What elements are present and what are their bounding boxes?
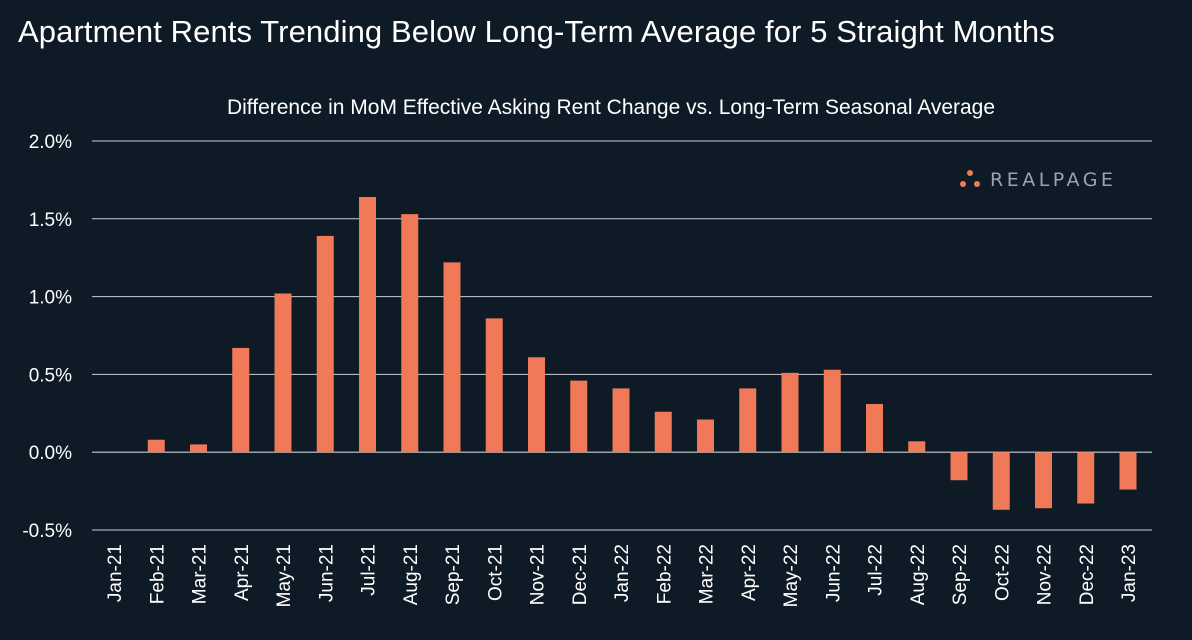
- bar: [147, 439, 165, 453]
- x-axis-tick-labels: Jan-21 Feb-21 Mar-21 Apr-21 May-21 Jun-21 Jul-…: [105, 544, 1140, 607]
- bar: [359, 197, 376, 453]
- x-tick-label: Apr-21: [232, 544, 253, 601]
- x-tick-label: Jul-21: [359, 544, 380, 596]
- bar: [485, 318, 503, 453]
- x-tick-label: May-22: [781, 544, 802, 607]
- bars: [147, 197, 1137, 510]
- y-tick-label: 1.0%: [29, 288, 72, 309]
- bar: [1035, 452, 1052, 509]
- x-tick-label: Feb-22: [654, 544, 675, 604]
- bar: [1119, 452, 1137, 490]
- realpage-logo: REALPAGE: [958, 169, 1116, 191]
- x-tick-label: Dec-21: [570, 544, 591, 605]
- bar: [612, 388, 630, 453]
- y-tick-label: 1.5%: [29, 210, 72, 231]
- x-tick-label: Aug-21: [401, 544, 422, 605]
- bar: [316, 235, 334, 453]
- x-tick-label: Dec-22: [1077, 544, 1098, 605]
- x-tick-label: May-21: [274, 544, 295, 607]
- bar: [908, 441, 926, 453]
- bar: [570, 380, 588, 453]
- bar: [190, 444, 207, 453]
- x-tick-label: Oct-22: [992, 544, 1013, 601]
- bar: [528, 357, 545, 453]
- x-tick-label: Apr-22: [739, 544, 760, 601]
- x-tick-label: Jan-21: [105, 544, 126, 602]
- y-tick-label: 0.5%: [29, 365, 72, 386]
- bar: [401, 214, 419, 453]
- x-tick-label: Mar-21: [190, 544, 211, 604]
- y-axis-tick-labels: 2.0% 1.5% 1.0% 0.5% 0.0% -0.5%: [22, 132, 72, 542]
- x-tick-label: Mar-22: [697, 544, 718, 604]
- x-tick-label: Nov-22: [1035, 544, 1056, 605]
- chart-subtitle: Difference in MoM Effective Asking Rent …: [226, 96, 996, 119]
- bar: [654, 411, 672, 453]
- x-tick-label: Feb-21: [147, 544, 168, 604]
- bar: [992, 452, 1010, 510]
- bar: [866, 403, 883, 453]
- bar: [950, 452, 968, 481]
- bar: [232, 347, 250, 453]
- three-dot-triangle-icon: [958, 169, 982, 191]
- x-tick-label: Sep-22: [950, 544, 971, 605]
- bar: [443, 262, 461, 453]
- gridlines: [92, 140, 1152, 531]
- logo-wordmark: REALPAGE: [990, 169, 1117, 191]
- bar: [823, 369, 841, 453]
- bar: [697, 419, 714, 453]
- x-tick-label: Jul-22: [866, 544, 887, 596]
- y-tick-label: 2.0%: [29, 132, 72, 153]
- y-tick-label: 0.0%: [29, 443, 72, 464]
- bar: [739, 388, 757, 453]
- y-tick-label: -0.5%: [22, 521, 72, 542]
- chart-title: Apartment Rents Trending Below Long-Term…: [18, 14, 1055, 49]
- x-tick-label: Oct-21: [485, 544, 506, 601]
- x-tick-label: Nov-21: [528, 544, 549, 605]
- x-tick-label: Aug-22: [908, 544, 929, 605]
- x-tick-label: Jun-22: [823, 544, 844, 602]
- bar: [781, 372, 799, 453]
- bar: [274, 293, 292, 453]
- x-tick-label: Jan-23: [1119, 544, 1140, 602]
- x-tick-label: Jan-22: [612, 544, 633, 602]
- bar: [1077, 452, 1095, 504]
- x-tick-label: Jun-21: [316, 544, 337, 602]
- x-tick-label: Sep-21: [443, 544, 464, 605]
